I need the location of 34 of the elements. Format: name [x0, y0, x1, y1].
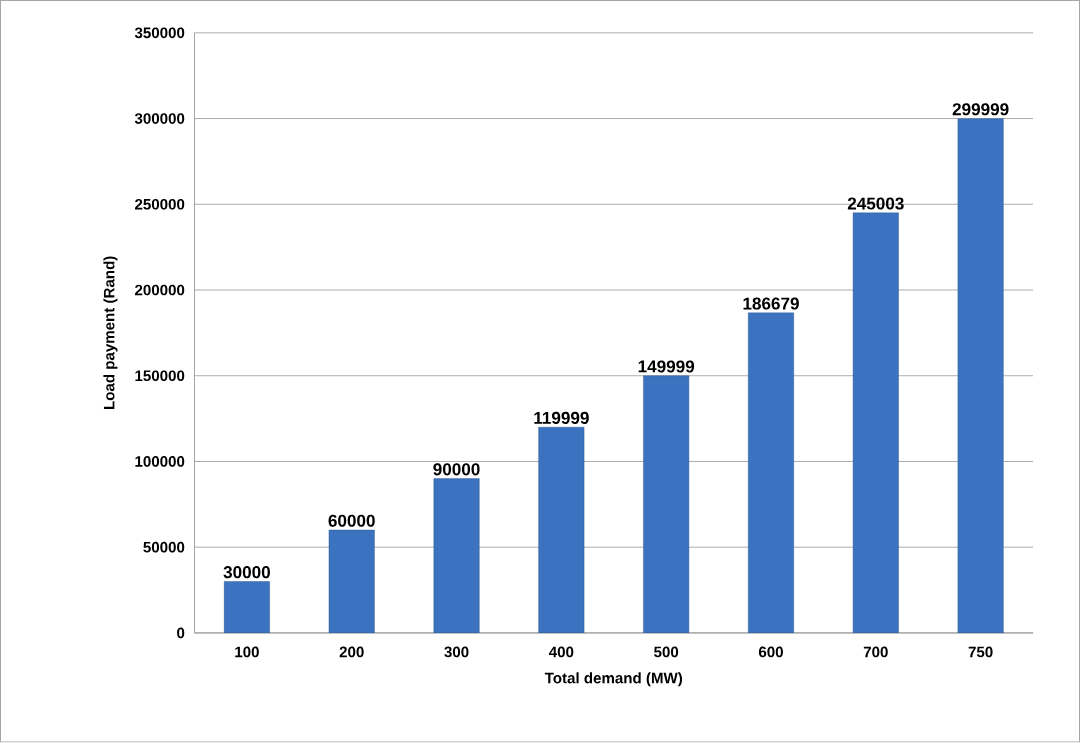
- y-tick-label: 150000: [135, 370, 185, 382]
- y-tick-label: 100000: [135, 456, 185, 468]
- y-tick-label: 350000: [134, 27, 185, 39]
- y-tick-label: 300000: [134, 113, 185, 125]
- y-tick-label: 0: [177, 627, 185, 639]
- x-tick-label: 200: [339, 646, 364, 658]
- x-tick-label: 750: [968, 646, 993, 658]
- x-tick-label: 400: [548, 646, 574, 658]
- bar: [328, 530, 375, 634]
- x-tick-label: 300: [444, 646, 469, 658]
- bar: [957, 118, 1004, 634]
- y-axis-title: Load payment (Rand): [103, 256, 118, 410]
- x-tick-label: 100: [235, 646, 259, 658]
- data-label: 60000: [328, 514, 375, 528]
- y-tick-label: 50000: [143, 542, 185, 553]
- data-label: 90000: [433, 463, 480, 476]
- y-tick-label: 200000: [135, 284, 185, 296]
- bar: [852, 212, 899, 634]
- y-tick-label: 250000: [135, 199, 185, 210]
- data-label: 186679: [743, 297, 799, 310]
- x-tick-label: 700: [863, 646, 888, 658]
- bar: [748, 312, 794, 634]
- bar: [538, 427, 585, 634]
- bar: [223, 581, 270, 634]
- data-label: 30000: [223, 566, 270, 579]
- data-label: 119999: [534, 412, 589, 425]
- data-label: 299999: [952, 103, 1009, 116]
- x-tick-label: 500: [654, 646, 679, 658]
- bar: [433, 478, 480, 634]
- data-label: 245003: [847, 197, 904, 210]
- x-tick-label: 600: [758, 646, 783, 658]
- bar: [643, 375, 690, 634]
- data-label: 149999: [638, 360, 695, 373]
- x-axis-title: Total demand (MW): [544, 672, 683, 687]
